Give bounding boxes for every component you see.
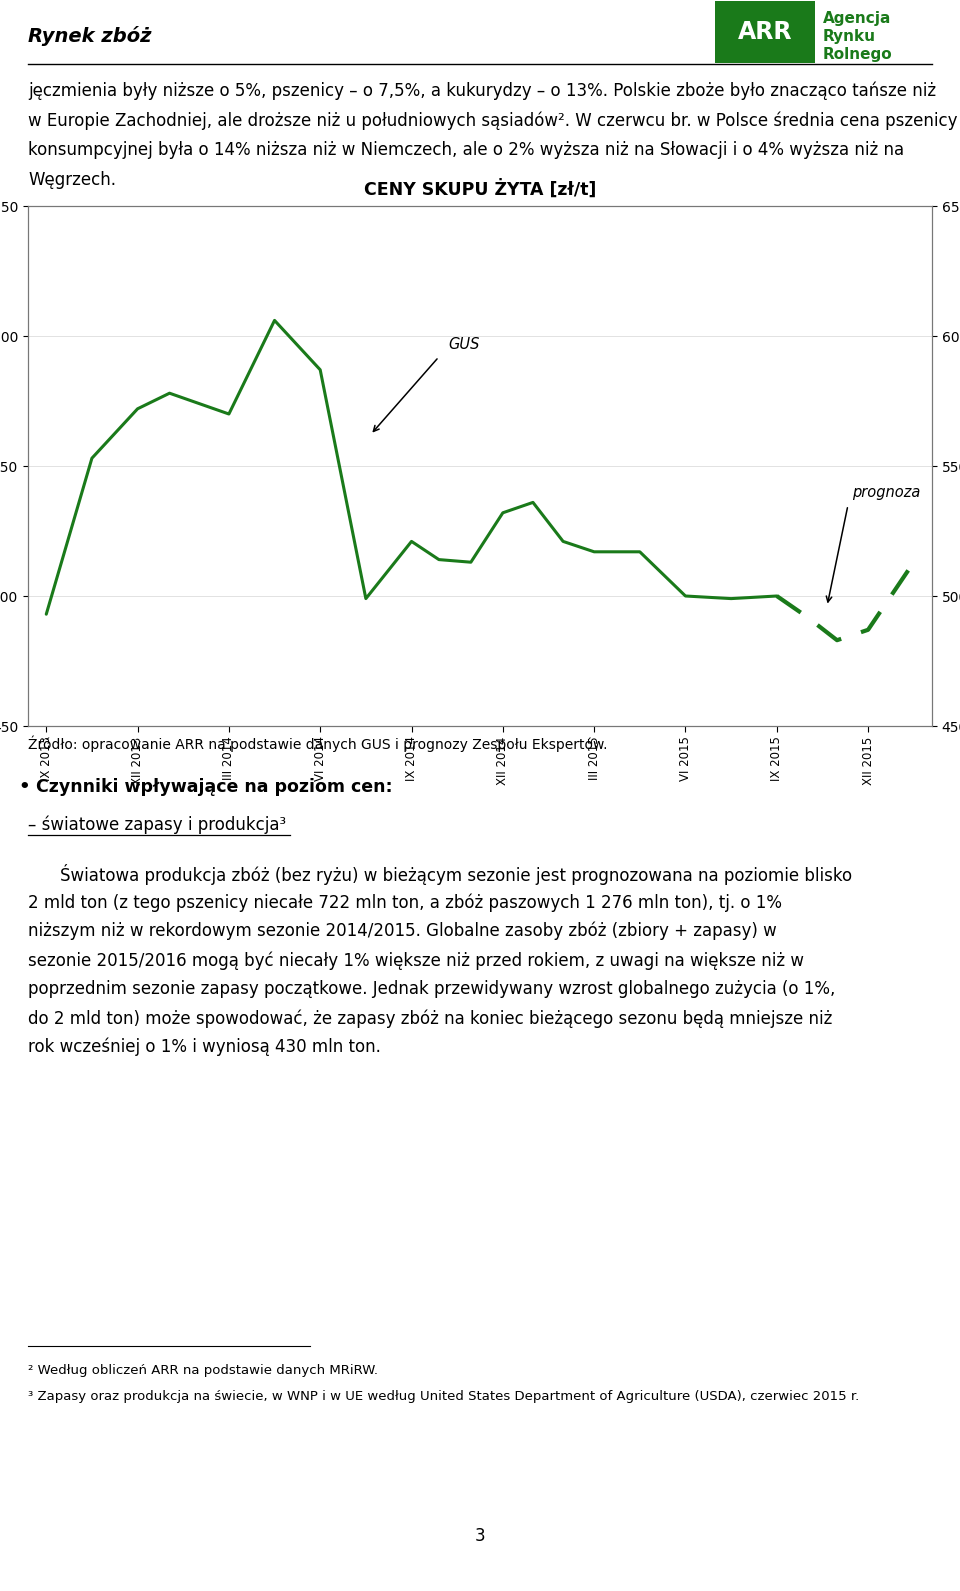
Text: rok wcześniej o 1% i wyniosą 430 mln ton.: rok wcześniej o 1% i wyniosą 430 mln ton… <box>28 1037 381 1056</box>
Text: Światowa produkcja zbóż (bez ryżu) w bieżącym sezonie jest prognozowana na pozio: Światowa produkcja zbóż (bez ryżu) w bie… <box>60 864 852 885</box>
Text: jęczmienia były niższe o 5%, pszenicy – o 7,5%, a kukurydzy – o 13%. Polskie zbo: jęczmienia były niższe o 5%, pszenicy – … <box>28 81 936 100</box>
Text: prognoza: prognoza <box>852 485 920 500</box>
Text: do 2 mld ton) może spowodować, że zapasy zbóż na koniec bieżącego sezonu będą mn: do 2 mld ton) może spowodować, że zapasy… <box>28 1009 832 1028</box>
Text: Rynek zbóż: Rynek zbóż <box>28 25 152 46</box>
Title: CENY SKUPU ŻYTA [zł/t]: CENY SKUPU ŻYTA [zł/t] <box>364 180 596 199</box>
Text: 2 mld ton (z tego pszenicy niecałe 722 mln ton, a zbóż paszowych 1 276 mln ton),: 2 mld ton (z tego pszenicy niecałe 722 m… <box>28 893 782 912</box>
Text: Czynniki wpływające na poziom cen:: Czynniki wpływające na poziom cen: <box>36 778 393 796</box>
Text: •: • <box>18 778 30 796</box>
Text: w Europie Zachodniej, ale droższe niż u południowych sąsiadów². W czerwcu br. w : w Europie Zachodniej, ale droższe niż u … <box>28 111 957 129</box>
Text: konsumpcyjnej była o 14% niższa niż w Niemczech, ale o 2% wyższa niż na Słowacji: konsumpcyjnej była o 14% niższa niż w Ni… <box>28 142 904 159</box>
Text: GUS: GUS <box>448 337 479 352</box>
Text: – światowe zapasy i produkcja³: – światowe zapasy i produkcja³ <box>28 816 286 835</box>
Text: 3: 3 <box>474 1527 486 1545</box>
Text: Rolnego: Rolnego <box>823 48 893 62</box>
Text: ARR: ARR <box>737 21 792 45</box>
Text: Rynku: Rynku <box>823 29 876 45</box>
Text: Węgrzech.: Węgrzech. <box>28 170 116 189</box>
Text: ² Według obliczeń ARR na podstawie danych MRiRW.: ² Według obliczeń ARR na podstawie danyc… <box>28 1363 378 1376</box>
Bar <box>715 2 815 64</box>
Text: Agencja: Agencja <box>823 11 892 25</box>
Text: niższym niż w rekordowym sezonie 2014/2015. Globalne zasoby zbóż (zbiory + zapas: niższym niż w rekordowym sezonie 2014/20… <box>28 923 777 940</box>
Text: Źródło: opracowanie ARR na podstawie danych GUS i prognozy Zespołu Ekspertów.: Źródło: opracowanie ARR na podstawie dan… <box>28 737 608 753</box>
Text: sezonie 2015/2016 mogą być niecały 1% większe niż przed rokiem, z uwagi na więks: sezonie 2015/2016 mogą być niecały 1% wi… <box>28 951 804 969</box>
Text: poprzednim sezonie zapasy początkowe. Jednak przewidywany wzrost globalnego zuży: poprzednim sezonie zapasy początkowe. Je… <box>28 980 835 998</box>
Text: ³ Zapasy oraz produkcja na świecie, w WNP i w UE według United States Department: ³ Zapasy oraz produkcja na świecie, w WN… <box>28 1391 859 1403</box>
